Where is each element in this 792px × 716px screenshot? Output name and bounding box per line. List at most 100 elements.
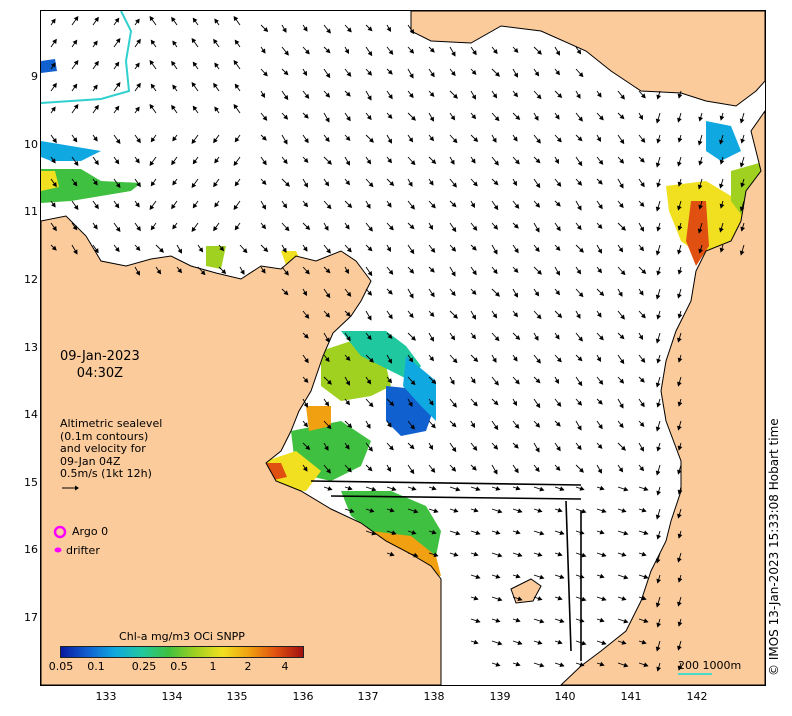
current-vector-head (325, 117, 330, 123)
current-vector-head (473, 137, 479, 143)
current-vector-head (618, 291, 623, 297)
current-vector-head (303, 333, 309, 339)
current-vector-head (655, 646, 661, 652)
current-vector-head (555, 290, 561, 296)
current-vector-head (619, 403, 624, 409)
current-vector-head (577, 136, 583, 142)
chl-patch (206, 246, 226, 269)
current-vector-head (576, 444, 582, 451)
current-vector-head (677, 557, 682, 563)
current-vector-head (539, 574, 545, 580)
current-vector-head (51, 62, 56, 68)
current-vector-head (388, 445, 394, 451)
current-vector-head (596, 312, 602, 318)
current-vector-head (233, 160, 239, 167)
current-vector-head (557, 93, 563, 99)
current-vector-head (677, 181, 683, 187)
current-vector-head (677, 269, 683, 275)
current-vector-head (470, 158, 476, 164)
current-vector-head (387, 113, 393, 119)
current-vector-head (740, 182, 746, 188)
lat-tick: 16 (24, 543, 38, 556)
map-datetime: 09-Jan-2023 04:30Z (60, 348, 140, 382)
current-vector-head (260, 48, 266, 54)
current-vector-head (346, 467, 352, 473)
current-vector-head (150, 137, 156, 143)
current-vector-head (150, 181, 156, 187)
current-vector-head (171, 104, 176, 110)
info-line: 0.5m/s (1kt 12h) (60, 467, 152, 480)
current-vector-head (655, 426, 661, 432)
current-vector-head (429, 47, 435, 53)
current-vector-head (302, 466, 308, 472)
current-vector-head (513, 292, 518, 298)
current-vector-head (557, 595, 563, 601)
chl-patch (341, 491, 441, 556)
current-vector-head (433, 508, 439, 514)
strong-current-vector (330, 495, 582, 500)
current-vector-head (599, 291, 605, 297)
current-vector-head (639, 377, 645, 383)
current-vector-head (534, 466, 540, 473)
current-vector-head (597, 443, 603, 449)
current-vector-head (326, 468, 331, 474)
current-vector-head (431, 379, 437, 385)
current-vector-head (283, 290, 289, 296)
current-vector-head (638, 290, 644, 296)
current-vector-head (430, 292, 435, 298)
current-vector-head (641, 507, 647, 513)
current-vector-head (324, 181, 330, 187)
current-vector-head (371, 486, 377, 492)
current-vector-head (136, 182, 141, 188)
current-vector-head (492, 268, 498, 275)
current-vector-head (262, 71, 268, 77)
current-vector-head (475, 530, 481, 536)
current-vector-head (621, 508, 627, 513)
current-vector-head (576, 93, 581, 99)
current-vector-head (345, 380, 350, 386)
current-vector-head (367, 26, 373, 32)
current-vector-head (371, 530, 377, 536)
lon-tick: 139 (489, 690, 511, 703)
current-vector-head (555, 70, 561, 76)
current-vector-head (719, 159, 725, 165)
current-vector-head (494, 336, 500, 342)
current-vector-head (493, 180, 499, 186)
info-line: 09-Jan 04Z (60, 454, 121, 468)
current-vector-head (599, 661, 605, 667)
current-vector-head (535, 182, 541, 189)
current-vector-head (135, 270, 140, 276)
current-vector-head (429, 136, 435, 142)
current-vector-head (655, 514, 661, 520)
current-vector-head (514, 423, 520, 429)
current-vector-head (495, 574, 501, 579)
current-vector-head (620, 225, 626, 231)
current-vector-head (719, 227, 724, 233)
current-vector-head (656, 446, 662, 452)
info-line: (0.1m contours) (60, 429, 149, 443)
current-vector-head (555, 201, 561, 207)
current-vector-head (451, 226, 457, 233)
current-vector-head (366, 203, 371, 209)
current-vector-head (470, 422, 476, 429)
current-vector-head (472, 270, 477, 276)
current-vector-head (640, 137, 646, 143)
current-vector-head (557, 551, 563, 557)
current-vector-head (369, 508, 375, 513)
current-vector-head (344, 48, 350, 55)
current-vector-head (303, 202, 309, 208)
info-line: and velocity for (60, 442, 146, 455)
current-vector-head (450, 290, 456, 297)
current-vector-head (556, 357, 562, 363)
current-vector-head (472, 225, 478, 231)
current-vector-head (233, 59, 239, 66)
current-vector-head (639, 201, 645, 207)
western-land (41, 215, 442, 685)
current-vector-head (513, 47, 519, 53)
current-vector-head (578, 467, 584, 473)
current-vector-head (303, 157, 309, 163)
current-vector-head (171, 60, 176, 66)
current-vector-head (656, 182, 662, 188)
lon-tick: 133 (95, 690, 117, 703)
current-vector-head (408, 401, 413, 407)
